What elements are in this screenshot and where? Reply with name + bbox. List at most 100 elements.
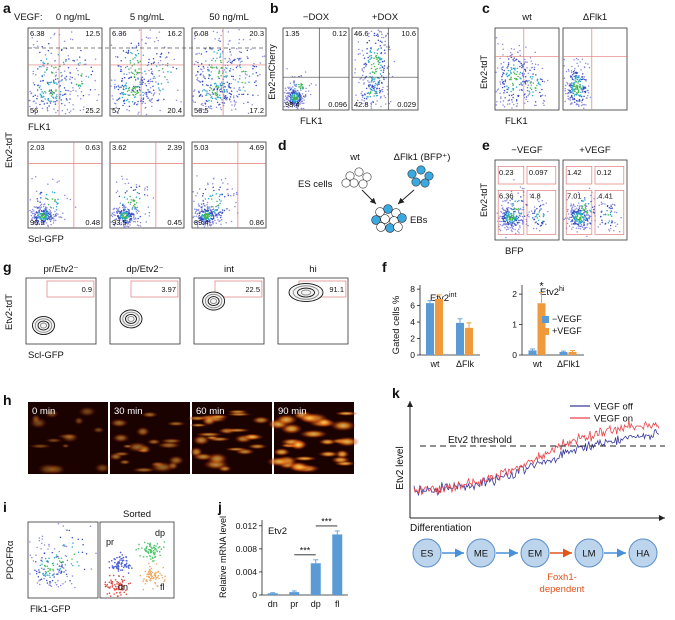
- event-dot: [52, 100, 55, 103]
- cell: [420, 178, 430, 188]
- event-dot: [294, 92, 297, 95]
- event-dot: [386, 46, 388, 48]
- event-dot: [238, 50, 241, 53]
- event-dot: [177, 89, 179, 92]
- event-dot: [146, 189, 149, 191]
- fluorescence: [192, 452, 214, 461]
- event-dot: [539, 78, 542, 80]
- event-dot: [583, 197, 586, 199]
- event-dot: [307, 90, 310, 92]
- event-dot: [221, 193, 223, 196]
- event-dot: [543, 220, 545, 223]
- event-dot: [506, 220, 509, 223]
- event-dot: [211, 48, 213, 50]
- event-dot: [577, 202, 580, 204]
- event-dot: [246, 49, 249, 52]
- event-dot: [150, 99, 152, 101]
- fluorescence: [44, 409, 60, 419]
- y-tick-label: 2: [410, 334, 415, 344]
- event-dot: [44, 218, 47, 220]
- event-dot: [32, 560, 35, 562]
- event-dot: [532, 212, 534, 215]
- event-dot: [134, 88, 137, 90]
- event-dot: [144, 42, 147, 44]
- event-dot: [535, 104, 537, 107]
- event-dot: [220, 84, 223, 87]
- event-dot: [520, 62, 522, 65]
- event-dot: [154, 551, 156, 553]
- event-dot: [573, 85, 576, 87]
- event-dot: [220, 87, 222, 89]
- event-dot: [235, 95, 238, 97]
- event-dot: [158, 545, 161, 548]
- event-dot: [301, 86, 303, 88]
- event-dot: [501, 215, 503, 218]
- event-dot: [251, 104, 253, 106]
- event-dot: [585, 217, 587, 219]
- event-dot: [505, 229, 508, 231]
- event-dot: [47, 49, 50, 52]
- event-dot: [571, 88, 573, 91]
- event-dot: [581, 91, 584, 93]
- event-dot: [110, 221, 112, 223]
- event-dot: [57, 198, 59, 201]
- event-dot: [219, 216, 222, 219]
- event-dot: [512, 225, 515, 228]
- trace: [413, 429, 660, 497]
- event-dot: [145, 91, 148, 94]
- quadrant-value: 93.5: [112, 218, 127, 227]
- event-dot: [54, 78, 57, 80]
- event-dot: [175, 99, 178, 102]
- panel-label: i: [3, 499, 7, 515]
- event-dot: [585, 219, 587, 221]
- event-dot: [579, 212, 581, 214]
- event-dot: [541, 88, 543, 91]
- event-dot: [136, 89, 139, 92]
- event-dot: [150, 68, 153, 70]
- event-dot: [507, 63, 510, 66]
- event-dot: [289, 97, 292, 99]
- event-dot: [223, 209, 226, 212]
- event-dot: [144, 549, 147, 552]
- event-dot: [36, 95, 39, 97]
- event-dot: [42, 574, 45, 577]
- event-dot: [370, 102, 372, 104]
- event-dot: [576, 91, 578, 94]
- event-dot: [572, 79, 575, 81]
- event-dot: [193, 90, 195, 92]
- event-dot: [194, 208, 196, 210]
- event-dot: [144, 187, 146, 189]
- event-dot: [135, 196, 138, 198]
- quadrant-value: 16.2: [167, 29, 182, 38]
- event-dot: [146, 95, 148, 98]
- event-dot: [202, 65, 205, 68]
- event-dot: [72, 87, 74, 89]
- event-dot: [579, 211, 581, 213]
- event-dot: [126, 208, 129, 210]
- event-dot: [31, 208, 34, 211]
- event-dot: [144, 582, 147, 585]
- event-dot: [211, 183, 214, 185]
- event-dot: [379, 40, 382, 43]
- event-dot: [370, 30, 373, 33]
- event-dot: [597, 226, 599, 228]
- event-dot: [287, 86, 289, 88]
- event-dot: [144, 213, 147, 215]
- event-dot: [233, 87, 235, 89]
- event-dot: [541, 78, 543, 81]
- event-dot: [39, 579, 41, 581]
- event-dot: [506, 72, 508, 74]
- event-dot: [66, 559, 69, 562]
- event-dot: [382, 60, 384, 63]
- event-dot: [152, 85, 154, 88]
- event-dot: [122, 559, 125, 562]
- event-dot: [145, 84, 148, 87]
- event-dot: [228, 70, 231, 72]
- event-dot: [255, 72, 258, 74]
- event-dot: [43, 212, 46, 215]
- event-dot: [508, 211, 511, 213]
- event-dot: [526, 81, 529, 83]
- event-dot: [502, 72, 504, 74]
- event-dot: [214, 93, 217, 95]
- event-dot: [504, 220, 507, 223]
